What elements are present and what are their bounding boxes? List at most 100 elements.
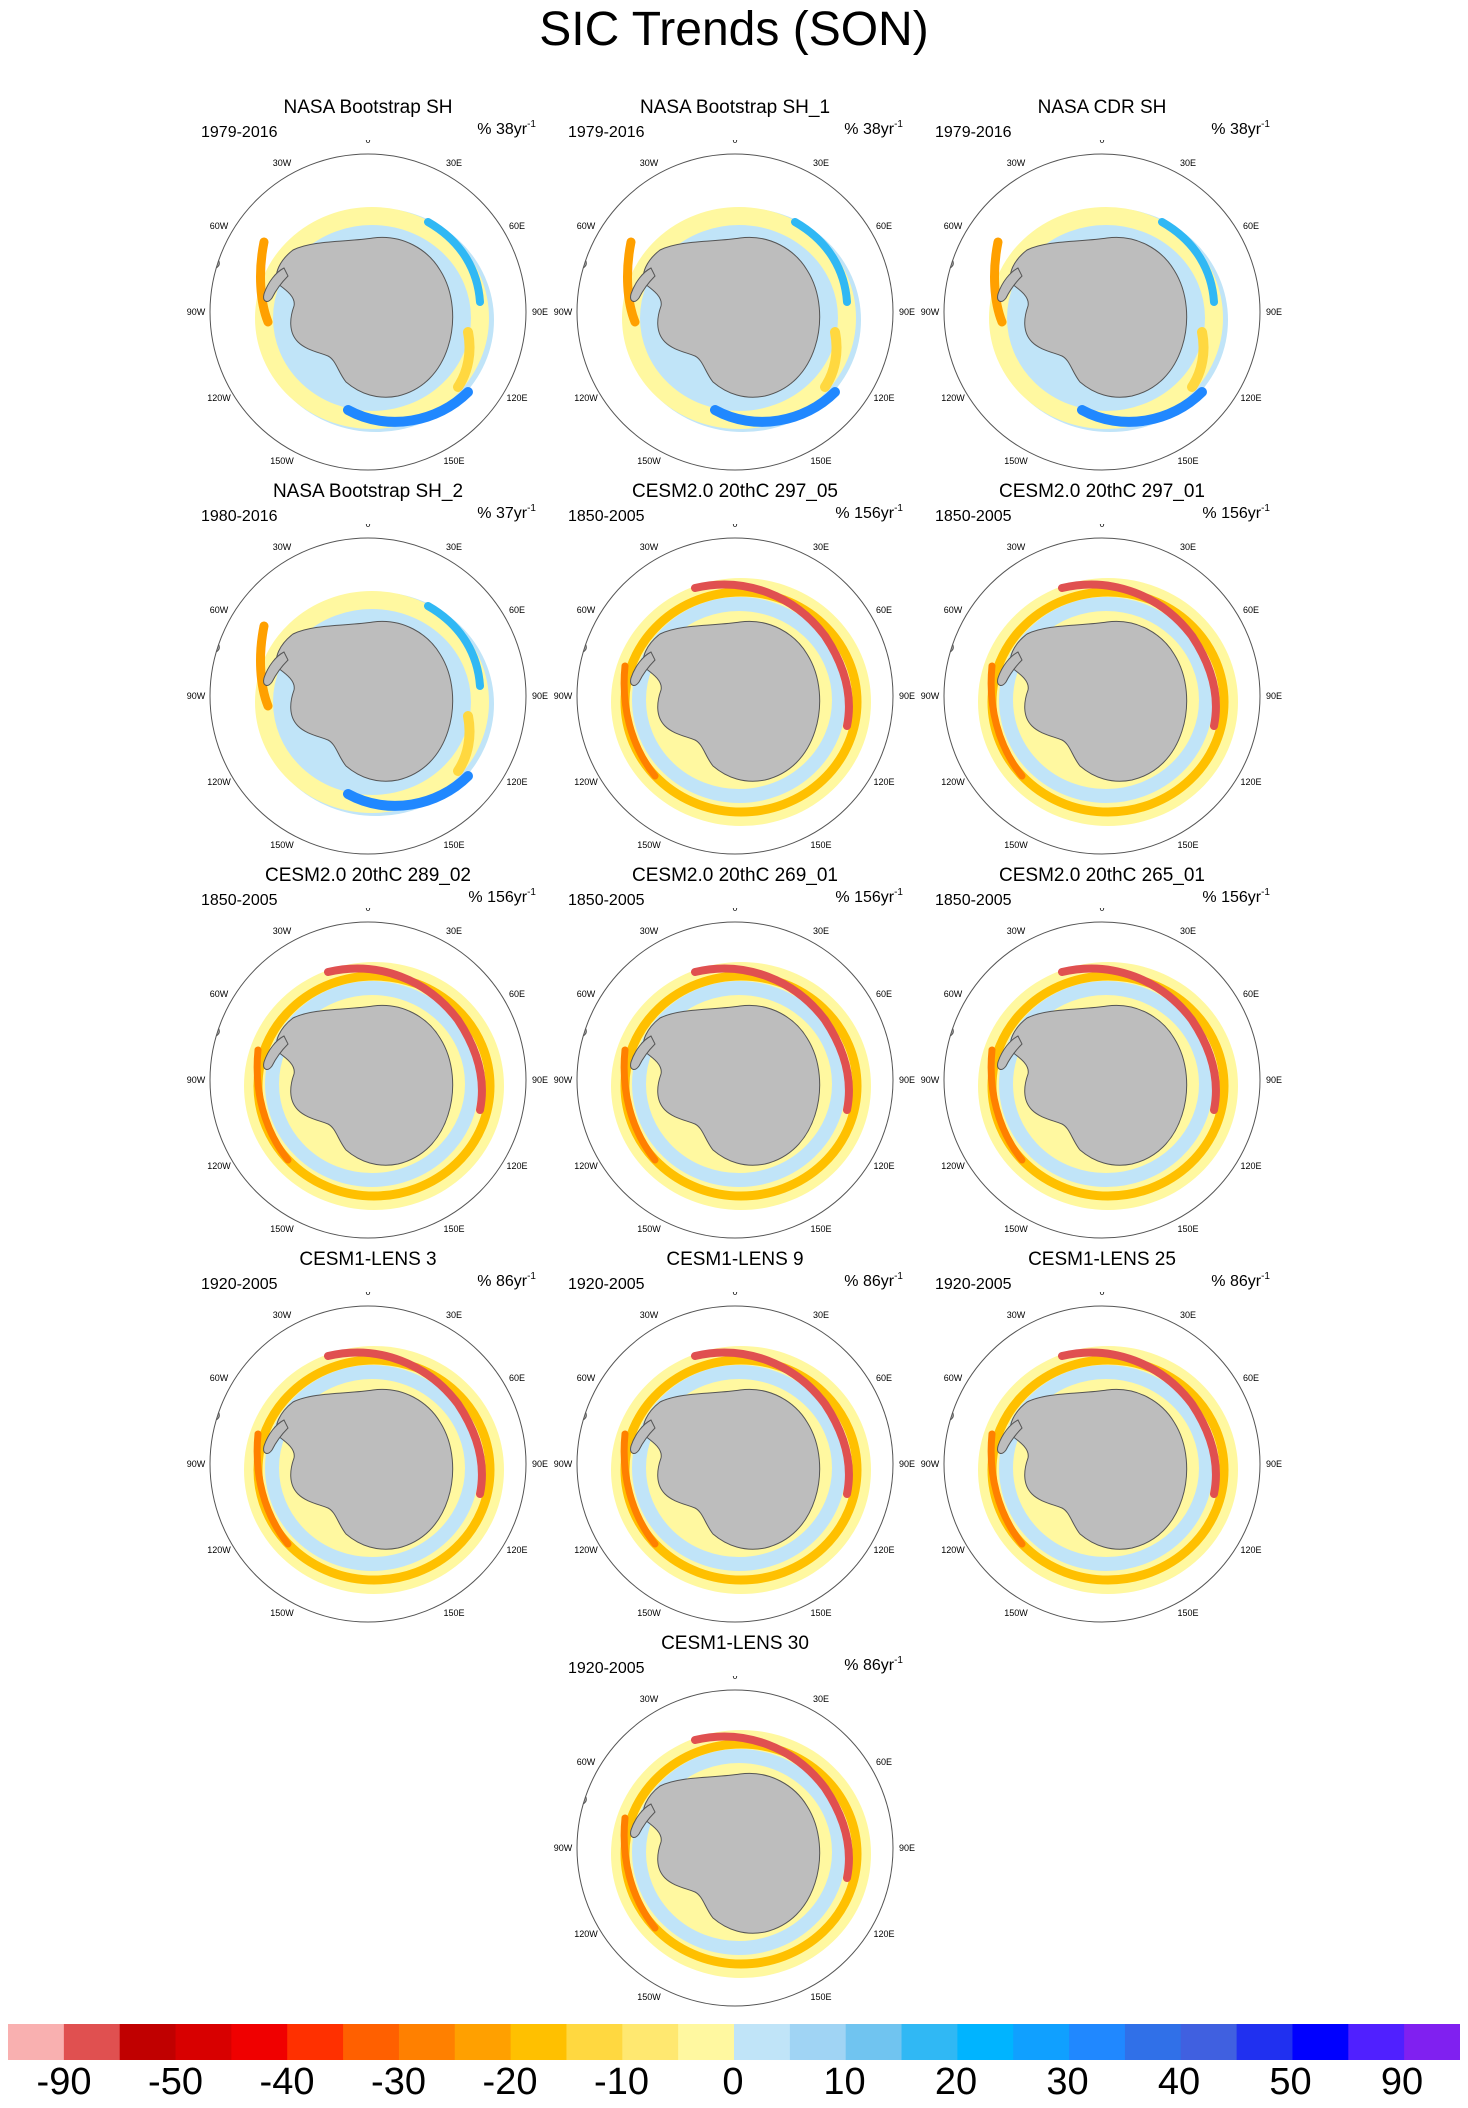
colorbar-swatch	[1404, 2024, 1460, 2060]
antarctica-landmass	[1009, 620, 1188, 782]
south-america-landmass	[944, 1013, 954, 1041]
longitude-tick-label: 150E	[810, 1224, 831, 1234]
panel-scale-exponent: -1	[1261, 1271, 1270, 1282]
trend-band	[999, 597, 1213, 803]
longitude-tick-label: 0	[1099, 524, 1104, 529]
panel-scale-exponent: -1	[894, 503, 903, 514]
antarctica-landmass	[642, 236, 821, 398]
longitude-tick-label: 30E	[813, 158, 829, 168]
map-boundary	[943, 921, 1261, 1239]
trend-band	[999, 981, 1213, 1187]
negative-trend-band	[710, 387, 840, 427]
colorbar-tick-label: -40	[259, 2061, 315, 2103]
panel-scale-text: % 86yr	[844, 1657, 895, 1674]
longitude-tick-label: 150E	[443, 1224, 464, 1234]
longitude-tick-label: 150E	[810, 840, 831, 850]
positive-trend-band	[253, 1046, 292, 1164]
colorbar-swatch	[175, 2024, 232, 2060]
longitude-tick-label: 120E	[1240, 1161, 1261, 1171]
longitude-tick-label: 30W	[640, 926, 659, 936]
panel-scale-exponent: -1	[1261, 887, 1270, 898]
antarctica-landmass	[642, 1772, 821, 1934]
polar-map: 030E60E90E120E150E180150W120W90W60W30W	[554, 524, 915, 855]
longitude-tick-label: 90E	[899, 1075, 915, 1085]
polar-map: 030E60E90E120E150E180150W120W90W60W30W	[921, 140, 1282, 471]
positive-trend-band	[987, 1046, 1026, 1164]
longitude-tick-label: 30W	[273, 542, 292, 552]
longitude-tick-label: 90E	[1266, 1075, 1282, 1085]
map-boundary	[943, 153, 1261, 471]
strong-positive-trend-band	[691, 964, 853, 1114]
panel-scale-exponent: -1	[527, 503, 536, 514]
antarctic-peninsula	[263, 267, 289, 302]
map-panel: NASA Bootstrap SH 1979-2016 % 38yr-1 0 30…	[178, 96, 558, 476]
map-content: 030E60E90E120E150E180150W120W90W60W30W	[187, 908, 548, 1239]
longitude-tick-label: 30E	[813, 1694, 829, 1704]
map-boundary	[576, 153, 894, 471]
longitude-tick-label: 120W	[574, 1545, 598, 1555]
map-boundary	[943, 537, 1261, 855]
polar-map: 030E60E90E120E150E180150W120W90W60W30W	[187, 140, 548, 471]
longitude-tick-label: 30W	[640, 1694, 659, 1704]
longitude-tick-label: 60E	[509, 1373, 525, 1383]
panel-scale-exponent: -1	[894, 887, 903, 898]
panel-period: 1920-2005	[201, 1276, 278, 1293]
map-content: 030E60E90E120E150E180150W120W90W60W30W	[187, 524, 548, 855]
longitude-tick-label: 60W	[944, 221, 963, 231]
longitude-tick-label: 150W	[270, 1224, 294, 1234]
colorbar-swatch	[8, 2024, 65, 2060]
colorbar-tick-label: 30	[1046, 2061, 1089, 2103]
longitude-tick-label: 30E	[446, 158, 462, 168]
colorbar-swatch	[678, 2024, 735, 2060]
longitude-tick-label: 120E	[1240, 777, 1261, 787]
colorbar-swatch	[63, 2024, 121, 2060]
colorbar-swatch	[1180, 2024, 1238, 2060]
panel-trend-units: % 86yr-1	[844, 1656, 903, 1676]
panel-scale-text: % 156yr	[1202, 889, 1262, 906]
map-content: 030E60E90E120E150E180150W120W90W60W30W	[187, 140, 548, 471]
colorbar-swatch	[398, 2024, 456, 2060]
polar-map: 030E60E90E120E150E180150W120W90W60W30W	[187, 908, 548, 1239]
map-panel: CESM2.0 20thC 297_05 1850-2005 % 156yr-1…	[545, 480, 925, 860]
longitude-tick-label: 150W	[1004, 840, 1028, 850]
map-panel: CESM2.0 20thC 297_01 1850-2005 % 156yr-1…	[912, 480, 1292, 860]
longitude-tick-label: 60E	[509, 989, 525, 999]
panel-title: CESM2.0 20thC 297_01	[999, 481, 1205, 502]
map-panel: NASA Bootstrap SH_2 1980-2016 % 37yr-1 0…	[178, 480, 558, 860]
antarctica-landmass	[1009, 1388, 1188, 1550]
panel-period: 1979-2016	[201, 124, 278, 141]
negative-trend-band	[343, 387, 473, 427]
positive-trend-band	[820, 327, 842, 392]
longitude-tick-label: 150E	[810, 1992, 831, 2002]
longitude-tick-label: 60W	[210, 1373, 229, 1383]
polar-map: 030E60E90E120E150E180150W120W90W60W30W	[187, 524, 548, 855]
panel-period: 1920-2005	[568, 1660, 645, 1677]
map-panel: CESM2.0 20thC 289_02 1850-2005 % 156yr-1…	[178, 864, 558, 1244]
map-panel: CESM1-LENS 30 1920-2005 % 86yr-1 0 30E 60E…	[545, 1632, 925, 2012]
map-boundary	[209, 153, 527, 471]
longitude-tick-label: 60W	[577, 1757, 596, 1767]
colorbar-swatch	[343, 2024, 400, 2060]
longitude-tick-label: 90W	[921, 1459, 940, 1469]
longitude-tick-label: 30W	[1007, 1310, 1026, 1320]
positive-trend-band	[256, 621, 273, 711]
strong-positive-trend-band	[691, 1732, 853, 1882]
trend-band	[999, 1365, 1213, 1571]
antarctic-peninsula	[263, 1035, 289, 1070]
south-america-landmass	[944, 1397, 954, 1425]
panel-scale-text: % 38yr	[1211, 121, 1262, 138]
panel-trend-units: % 156yr-1	[835, 504, 903, 524]
longitude-tick-label: 150W	[637, 456, 661, 466]
colorbar-tick-label: -90	[36, 2061, 92, 2103]
positive-trend-band	[253, 1430, 292, 1548]
panel-title: NASA Bootstrap SH	[283, 97, 453, 118]
colorbar-tick-label: 50	[1269, 2061, 1312, 2103]
longitude-tick-label: 90E	[532, 1075, 548, 1085]
longitude-tick-label: 30E	[813, 1310, 829, 1320]
longitude-tick-label: 90E	[899, 1459, 915, 1469]
panel-scale-exponent: -1	[527, 119, 536, 130]
map-panel: CESM2.0 20thC 269_01 1850-2005 % 156yr-1…	[545, 864, 925, 1244]
longitude-tick-label: 30E	[1180, 926, 1196, 936]
longitude-tick-label: 30W	[1007, 158, 1026, 168]
longitude-tick-label: 90E	[1266, 691, 1282, 701]
